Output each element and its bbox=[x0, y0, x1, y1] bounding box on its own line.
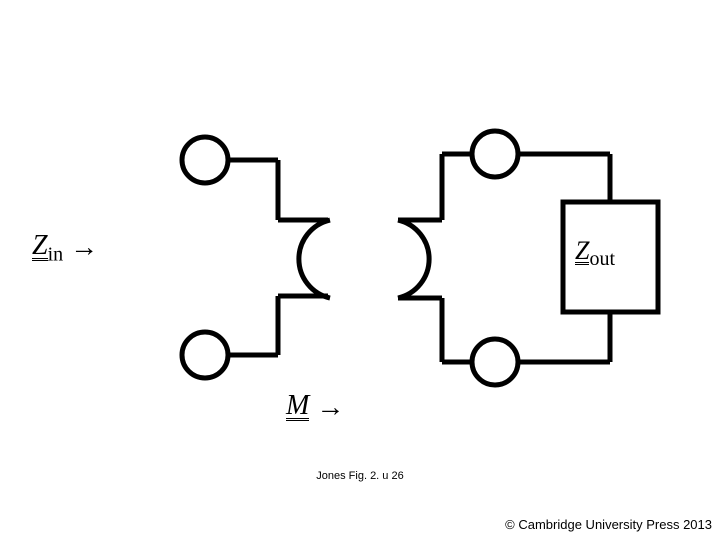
terminal-right-bottom bbox=[472, 339, 518, 385]
m-label: M → bbox=[286, 390, 344, 424]
copyright-text: © Cambridge University Press 2013 bbox=[505, 517, 712, 532]
zin-label: Zin → bbox=[32, 230, 98, 267]
terminal-left-top bbox=[182, 137, 228, 183]
circuit-diagram: Zin → Zout M → bbox=[30, 60, 690, 400]
coupling-arc-left bbox=[299, 220, 330, 298]
zout-label: Zout bbox=[575, 236, 615, 271]
figure-caption: Jones Fig. 2. u 26 bbox=[0, 470, 720, 482]
terminal-left-bottom bbox=[182, 332, 228, 378]
coupling-arc-right bbox=[398, 220, 429, 298]
terminal-right-top bbox=[472, 131, 518, 177]
